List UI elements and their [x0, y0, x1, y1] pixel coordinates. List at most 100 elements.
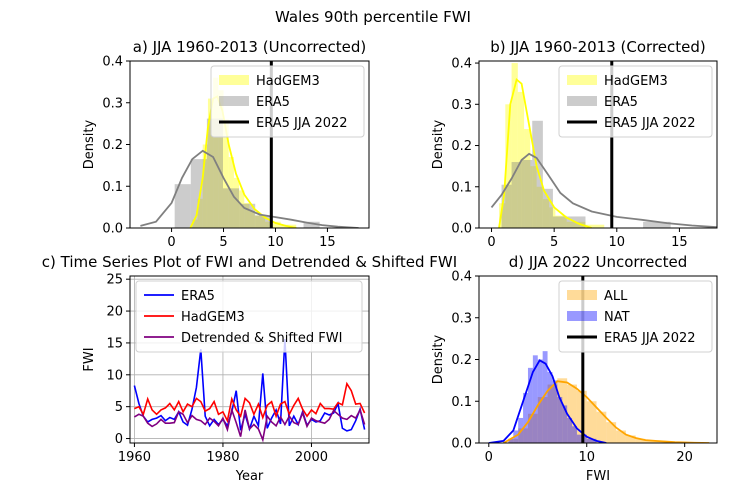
hist-bar-hadgem3	[192, 219, 198, 228]
y-tick-label: 0.2	[102, 138, 123, 153]
legend-entry-hadgem3-label: HadGEM3	[604, 74, 668, 89]
panel-c: 1960 1980 2000 0 5 10 15 20 25 c) Time Series Plo…	[42, 253, 457, 484]
y-tick-label: 0.1	[102, 180, 123, 195]
panel-title: d) JJA 2022 Uncorrected	[509, 253, 687, 271]
series-line-hadgem3	[134, 381, 366, 424]
x-axis-label: Year	[235, 469, 264, 484]
hist-bar-era5	[303, 221, 320, 228]
y-tick-label: 0.2	[451, 353, 472, 368]
hist-bar-hadgem3	[549, 207, 556, 228]
legend: ALL NAT ERA5 JJA 2022	[558, 280, 713, 353]
panel-title: a) JJA 1960-2013 (Uncorrected)	[133, 38, 366, 56]
kde-line-nat	[488, 359, 607, 443]
hist-bar-all	[635, 438, 646, 443]
plot-area-d	[488, 276, 710, 443]
series-line-detrended-shifted-fwi	[133, 406, 366, 443]
legend-entry-era5-label: ERA5	[604, 95, 638, 110]
y-tick-label: 0.4	[451, 57, 472, 72]
plot-area-c	[133, 339, 366, 443]
y-tick-label: 0.3	[451, 311, 472, 326]
kde-line-hadgem3	[498, 78, 592, 228]
legend-frame	[210, 65, 365, 138]
legend-frame	[558, 280, 713, 353]
panel-a: 0 5 10 15 0.0 0.1 0.2 0.3 0.4 a) JJA 1960-2013 (U…	[82, 38, 370, 250]
legend-entry-hadgem3-label: HadGEM3	[181, 310, 245, 325]
hist-bar-hadgem3	[254, 215, 266, 228]
legend-entry-era5-jja-2022-label: ERA5 JJA 2022	[256, 116, 348, 131]
hist-bar-hadgem3	[265, 221, 281, 228]
x-tick-label: 2000	[295, 450, 328, 465]
y-tick-label: 0	[115, 432, 123, 447]
hist-bar-all	[508, 438, 519, 443]
x-tick-label: 0	[485, 450, 493, 465]
legend-entry-hadgem3-swatch	[219, 75, 249, 85]
hist-bar-era5	[255, 215, 272, 228]
legend-entry-era5-swatch	[219, 96, 249, 106]
hist-bar-nat	[552, 380, 558, 443]
hist-bar-nat	[567, 417, 573, 443]
hist-bar-hadgem3	[542, 199, 550, 228]
hist-bar-hadgem3	[244, 202, 250, 228]
legend: HadGEM3 ERA5 ERA5 JJA 2022	[558, 65, 713, 138]
legend-entry-all-label: ALL	[604, 289, 628, 304]
hist-bar-nat	[547, 372, 553, 443]
legend-entry-era5-jja-2022-label: ERA5 JJA 2022	[604, 331, 696, 346]
legend-entry-era5-label: ERA5	[181, 289, 215, 304]
hist-bar-all	[586, 401, 597, 443]
panel-d: 0 10 20 0.0 0.1 0.2 0.3 0.4 d) JJA 2022 Uncorrec…	[431, 253, 718, 484]
hist-bar-hadgem3	[213, 77, 219, 228]
hist-bar-all	[606, 422, 617, 443]
x-tick-label: 0	[167, 235, 175, 250]
hist-bar-hadgem3	[197, 198, 203, 228]
legend-entry-hadgem3-swatch	[567, 75, 597, 85]
hist-bar-all	[527, 413, 538, 443]
hist-bar-all	[557, 378, 568, 443]
legend-frame	[135, 280, 363, 353]
hist-bar-nat	[562, 405, 568, 443]
y-tick-label: 0.0	[451, 222, 472, 237]
y-tick-label: 0.4	[102, 55, 123, 70]
kde-line-era5	[490, 152, 717, 228]
y-tick-label: 5	[115, 400, 123, 415]
axes-frame	[129, 275, 370, 444]
legend-entry-era5-jja-2022-label: ERA5 JJA 2022	[604, 116, 696, 131]
legend-entry-hadgem3-label: HadGEM3	[256, 74, 320, 89]
legend: HadGEM3 ERA5 ERA5 JJA 2022	[210, 65, 365, 138]
hist-bar-hadgem3	[530, 166, 537, 228]
y-tick-label: 0.0	[102, 222, 123, 237]
hist-bar-nat	[532, 355, 538, 443]
y-tick-label: 0.1	[451, 180, 472, 195]
x-tick-label: 10	[267, 235, 284, 250]
y-tick-label: 25	[106, 273, 123, 288]
x-tick-label: 15	[671, 235, 688, 250]
hist-bar-hadgem3	[239, 190, 245, 228]
y-tick-label: 15	[106, 336, 123, 351]
panel-title: c) Time Series Plot of FWI and Detrended…	[42, 253, 457, 271]
x-tick-label: 1960	[118, 450, 151, 465]
x-tick-label: 0	[487, 235, 495, 250]
legend: ERA5 HadGEM3 Detrended & Shifted FWI	[135, 280, 363, 353]
hist-bar-nat	[557, 397, 563, 443]
hist-bar-hadgem3	[223, 119, 229, 228]
y-axis-label: Density	[431, 334, 446, 384]
hist-bar-hadgem3	[207, 98, 214, 228]
panel-title: b) JJA 1960-2013 (Corrected)	[490, 38, 706, 56]
y-tick-label: 10	[106, 368, 123, 383]
hist-bar-all	[567, 384, 577, 443]
hist-bar-hadgem3	[202, 144, 208, 228]
hist-bar-nat	[508, 438, 514, 443]
hist-bar-all	[518, 428, 528, 443]
x-tick-label: 10	[578, 450, 595, 465]
x-tick-label: 1980	[206, 450, 239, 465]
x-tick-label: 15	[319, 235, 336, 250]
hist-bar-hadgem3	[249, 211, 255, 228]
x-tick-label: 20	[676, 450, 693, 465]
hist-bar-hadgem3	[505, 104, 512, 228]
y-tick-label: 0.1	[451, 395, 472, 410]
hist-bar-hadgem3	[524, 129, 531, 228]
hist-bar-era5	[542, 188, 553, 228]
hist-bar-all	[645, 440, 666, 443]
hist-bar-hadgem3	[233, 177, 240, 228]
legend-frame	[558, 65, 713, 138]
